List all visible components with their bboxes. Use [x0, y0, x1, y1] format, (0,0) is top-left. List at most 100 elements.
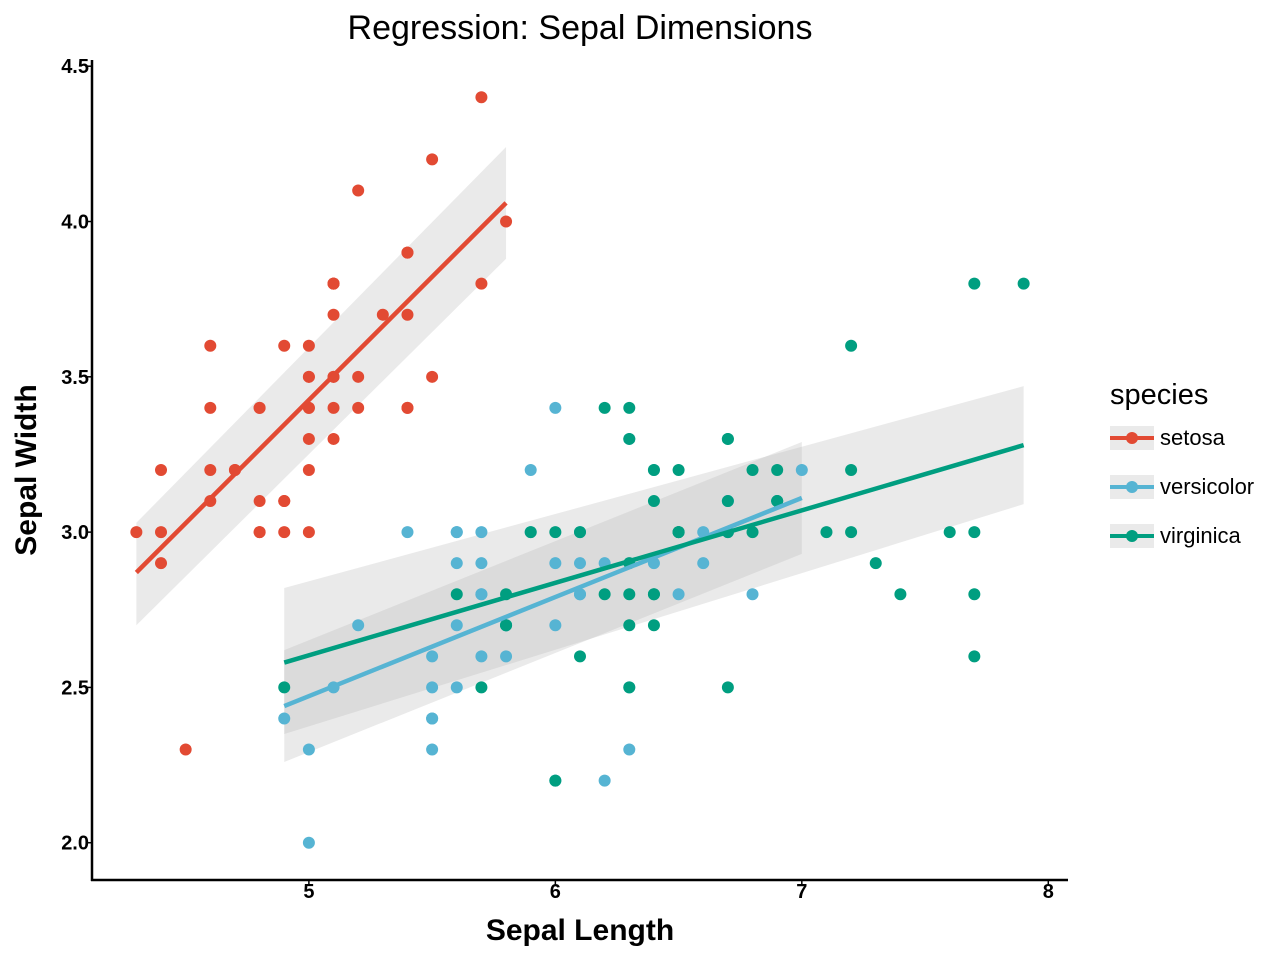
virginica-point [500, 619, 513, 632]
y-tick-label: 3.5 [61, 367, 89, 389]
versicolor-point [401, 526, 414, 539]
virginica-point [598, 588, 611, 601]
virginica-point [623, 681, 636, 694]
virginica-point [475, 681, 488, 694]
virginica-point [771, 464, 784, 476]
setosa-point [130, 526, 143, 539]
virginica-point [450, 588, 463, 601]
virginica-point [721, 432, 734, 445]
versicolor-point [302, 743, 315, 756]
virginica-point [278, 681, 291, 694]
setosa-point [401, 246, 414, 259]
setosa-point [327, 308, 340, 321]
virginica-point [524, 526, 537, 539]
versicolor-point [549, 401, 562, 414]
virginica-point [943, 526, 956, 539]
versicolor-point [574, 557, 586, 570]
x-tick-label: 8 [1043, 881, 1054, 903]
versicolor-point [623, 743, 636, 756]
setosa-point [302, 370, 315, 383]
versicolor-point [475, 650, 488, 663]
virginica-point [549, 774, 562, 787]
virginica-point [771, 495, 784, 508]
virginica-point [845, 526, 858, 539]
versicolor-point [450, 526, 463, 539]
virginica-point [845, 339, 858, 352]
y-tick-label: 3.0 [61, 522, 89, 544]
setosa-point [327, 277, 340, 290]
versicolor-point [278, 712, 291, 725]
chart-title: Regression: Sepal Dimensions [348, 9, 813, 47]
x-axis-label: Sepal Length [486, 914, 674, 947]
setosa-point [253, 401, 266, 414]
y-tick-label: 2.5 [61, 677, 89, 699]
legend-swatch-marker [1126, 481, 1138, 493]
setosa-point [376, 308, 389, 321]
virginica-point [672, 464, 685, 476]
versicolor-point [475, 557, 488, 570]
setosa-point [352, 401, 365, 414]
setosa-point [327, 432, 340, 445]
data-points [130, 91, 1030, 849]
versicolor-point [598, 774, 611, 787]
setosa-point [401, 308, 414, 321]
virginica-point [574, 650, 586, 663]
legend-label-virginica: virginica [1160, 523, 1241, 548]
virginica-point [623, 401, 636, 414]
virginica-point [968, 526, 981, 539]
setosa-regression-line [134, 201, 508, 575]
virginica-point [721, 495, 734, 508]
versicolor-point [352, 619, 365, 632]
setosa-point [500, 215, 513, 228]
regression-lines [134, 201, 1025, 709]
versicolor-regression-line [283, 495, 803, 709]
versicolor-point [746, 588, 759, 601]
setosa-point [302, 432, 315, 445]
versicolor-point [426, 712, 439, 725]
setosa-point [401, 401, 414, 414]
legend-swatch-marker [1126, 432, 1138, 444]
virginica-point [574, 526, 586, 539]
versicolor-point [302, 836, 315, 849]
virginica-point [968, 650, 981, 663]
virginica-point [623, 588, 636, 601]
versicolor-point [450, 619, 463, 632]
legend-label-versicolor: versicolor [1160, 474, 1254, 499]
setosa-point [155, 464, 168, 476]
virginica-point [672, 526, 685, 539]
setosa-point [278, 526, 291, 539]
versicolor-point [574, 588, 586, 601]
setosa-point [155, 557, 168, 570]
setosa-point [352, 370, 365, 383]
setosa-point [426, 370, 439, 383]
versicolor-point [524, 464, 537, 476]
versicolor-point [475, 588, 488, 601]
virginica-point [869, 557, 882, 570]
setosa-point [204, 339, 217, 352]
setosa-point [204, 464, 217, 476]
legend-title: species [1110, 379, 1208, 411]
virginica-point [623, 432, 636, 445]
virginica-point [820, 526, 833, 539]
setosa-point [302, 526, 315, 539]
setosa-point [155, 526, 168, 539]
x-tick-label: 6 [550, 881, 561, 903]
axes: 5 6 7 8 2.0 2.5 3.0 3.5 4.0 4.5 [61, 56, 1068, 903]
setosa-point [475, 277, 488, 290]
setosa-point [253, 495, 266, 508]
versicolor-point [549, 557, 562, 570]
virginica-point [647, 588, 660, 601]
y-axis-label: Sepal Width [10, 384, 43, 555]
versicolor-point [475, 526, 488, 539]
x-tick-label: 5 [303, 881, 314, 903]
legend-swatch-marker [1126, 530, 1138, 542]
virginica-point [845, 464, 858, 476]
virginica-point [968, 277, 981, 290]
y-tick-label: 2.0 [61, 833, 89, 855]
virginica-point [746, 526, 759, 539]
virginica-point [598, 401, 611, 414]
setosa-point [302, 464, 315, 476]
legend: species setosa versicolor virginica [1110, 379, 1254, 548]
virginica-point [647, 619, 660, 632]
